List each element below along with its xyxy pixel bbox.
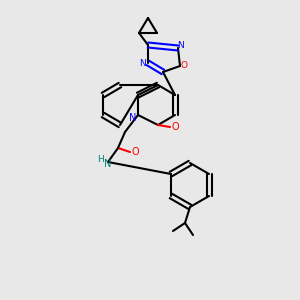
Text: N: N bbox=[178, 41, 184, 50]
Text: N: N bbox=[129, 113, 137, 123]
Text: O: O bbox=[181, 61, 188, 70]
Text: N: N bbox=[140, 58, 146, 68]
Text: O: O bbox=[131, 147, 139, 157]
Text: H: H bbox=[98, 155, 104, 164]
Text: N: N bbox=[104, 159, 112, 169]
Text: O: O bbox=[171, 122, 179, 132]
